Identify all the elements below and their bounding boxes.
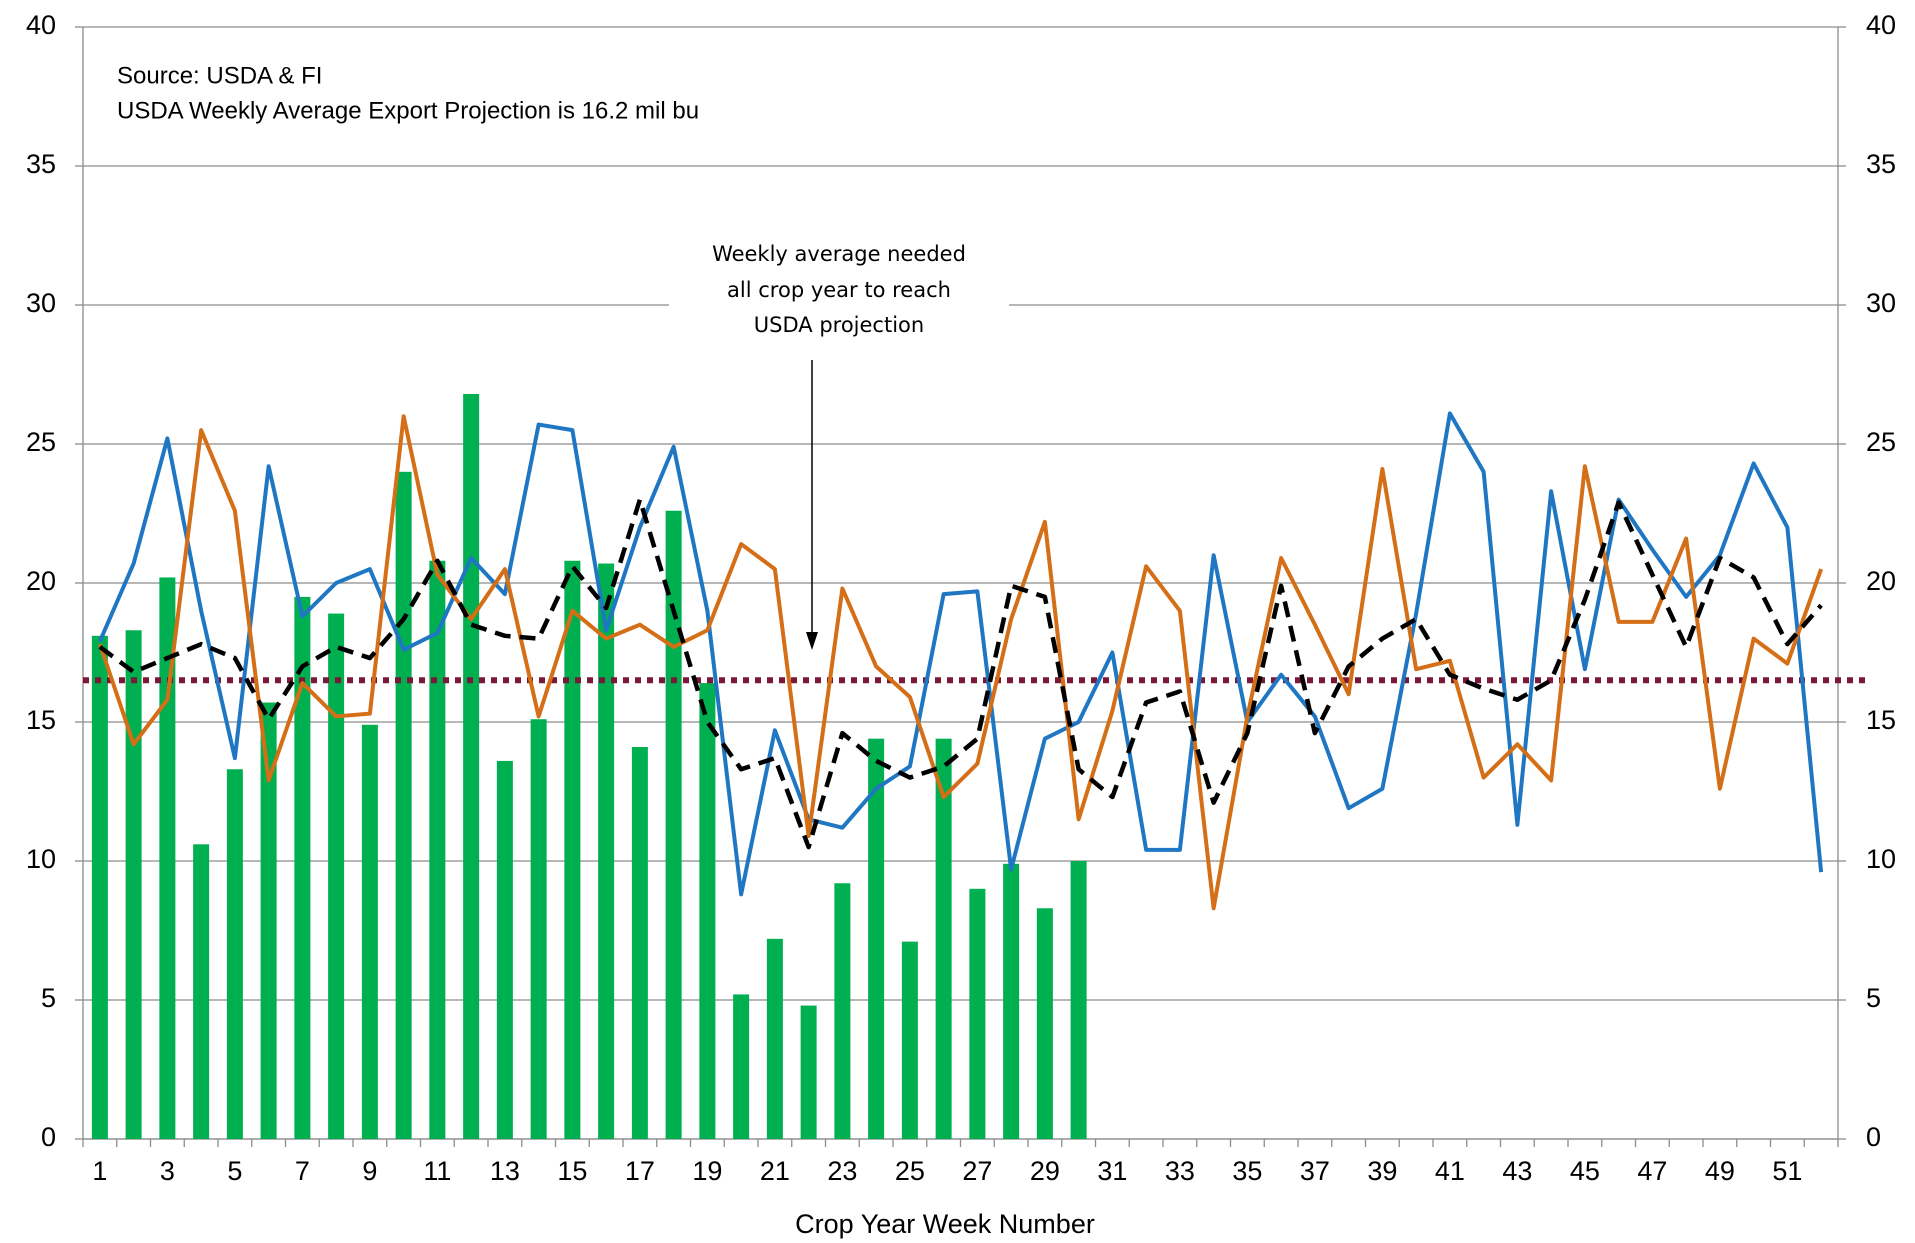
bar [1003,863,1020,1139]
y-tick-label: 0 [41,1122,56,1152]
bar [969,888,986,1139]
x-tick-label: 9 [362,1156,377,1186]
bar [463,393,480,1140]
bar [530,719,547,1139]
x-tick-label: 41 [1435,1156,1465,1186]
bar [733,994,750,1139]
y2-tick-label: 25 [1866,427,1896,457]
y-tick-label: 20 [26,566,56,596]
x-tick-label: 23 [827,1156,857,1186]
y-tick-label: 5 [41,983,56,1013]
bar [193,844,210,1139]
x-tick-label: 15 [557,1156,587,1186]
bar [834,883,851,1139]
y-tick-label: 30 [26,288,56,318]
y-tick-label: 15 [26,705,56,735]
x-tick-label: 35 [1232,1156,1262,1186]
bar [631,747,648,1139]
y-tick-label: 25 [26,427,56,457]
y2-tick-label: 35 [1866,149,1896,179]
y2-tick-label: 20 [1866,566,1896,596]
annotation: Weekly average needed [712,242,966,266]
x-tick-label: 1 [92,1156,107,1186]
x-tick-label: 5 [227,1156,242,1186]
bar [328,613,345,1139]
x-axis-title: Crop Year Week Number [795,1209,1095,1239]
y-tick-label: 40 [26,10,56,40]
annotation-box [669,236,1009,348]
plot [83,393,1868,1140]
x-tick-label: 33 [1165,1156,1195,1186]
x-tick-label: 19 [692,1156,722,1186]
bar [1070,861,1087,1139]
x-tick-label: 31 [1097,1156,1127,1186]
x-tick-label: 39 [1367,1156,1397,1186]
y2-tick-label: 10 [1866,844,1896,874]
x-tick-label: 13 [490,1156,520,1186]
bar [699,683,716,1139]
source-text: Source: USDA & FI [117,62,322,89]
bar [91,635,108,1139]
y2-tick-label: 5 [1866,983,1881,1013]
x-tick-label: 43 [1502,1156,1532,1186]
bar [868,738,885,1139]
bar [800,1005,817,1139]
bar [496,760,513,1139]
bar [598,563,615,1139]
y2-tick-label: 15 [1866,705,1896,735]
line-series [98,497,1823,850]
bar [361,724,378,1139]
bar [395,471,412,1139]
x-tick-label: 37 [1300,1156,1330,1186]
bar [159,577,176,1139]
x-tick-label: 3 [160,1156,175,1186]
note-text: USDA Weekly Average Export Projection is… [117,97,699,124]
annotation: all crop year to reach [727,278,951,302]
x-tick-label: 11 [423,1156,451,1186]
x-tick-label: 49 [1705,1156,1735,1186]
y-tick-label: 35 [26,149,56,179]
bar [564,560,581,1139]
bar [766,938,783,1139]
x-tick-label: 25 [895,1156,925,1186]
x-tick-label: 47 [1637,1156,1667,1186]
x-tick-label: 7 [295,1156,310,1186]
bar [125,630,142,1139]
bar [294,596,311,1139]
annotation-arrowhead [806,632,818,650]
line-series [98,411,1824,897]
x-tick-label: 17 [625,1156,655,1186]
x-tick-label: 29 [1030,1156,1060,1186]
bar [226,769,243,1139]
bar [901,941,918,1139]
line-series [97,414,1824,911]
y2-tick-label: 0 [1866,1122,1881,1152]
x-tick-label: 27 [962,1156,992,1186]
bar [1036,908,1053,1139]
bar [935,738,952,1139]
bar [665,510,682,1140]
y-tick-label: 10 [26,844,56,874]
annotation: USDA projection [754,313,924,337]
bar [260,702,277,1139]
y2-tick-label: 40 [1866,10,1896,40]
x-tick-label: 51 [1772,1156,1802,1186]
bar [429,560,446,1139]
x-tick-label: 21 [760,1156,790,1186]
x-tick-label: 45 [1570,1156,1600,1186]
y2-tick-label: 30 [1866,288,1896,318]
